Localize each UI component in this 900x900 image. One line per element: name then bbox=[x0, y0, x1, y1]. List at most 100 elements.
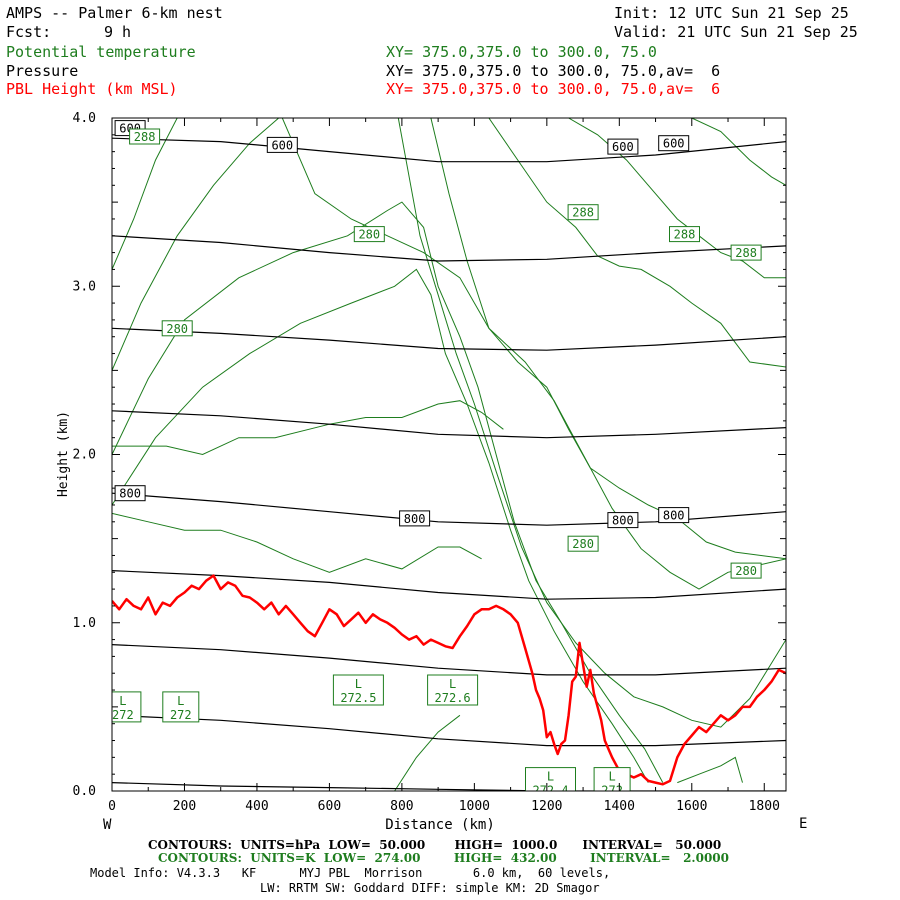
theta-label-0-text: 288 bbox=[134, 130, 156, 144]
footer-model-info: Model Info: V4.3.3 KF MYJ PBL Morrison 6… bbox=[90, 866, 611, 880]
footer-pressure-contours: CONTOURS: UNITS=hPa LOW= 50.000 HIGH= 10… bbox=[148, 838, 722, 852]
isobar-7 bbox=[112, 714, 786, 747]
theta-label-7-box bbox=[730, 562, 762, 579]
field-pressure-xy: XY= 375.0,375.0 to 300.0, 75.0,av= 6 bbox=[386, 62, 721, 80]
isobar-0 bbox=[112, 137, 786, 163]
isobar-label-4-text: 800 bbox=[119, 487, 141, 501]
y-tick-label-3: 3.0 bbox=[73, 279, 96, 294]
theta-label-4-box bbox=[730, 244, 762, 261]
fcst-label: Fcst: bbox=[6, 23, 52, 41]
x-end-label: E bbox=[799, 816, 807, 832]
isobar-label-7-text: 800 bbox=[663, 509, 685, 523]
low-marker-box bbox=[525, 767, 576, 791]
field-theta-name: Potential temperature bbox=[6, 43, 196, 61]
low-marker-box bbox=[593, 767, 631, 791]
low-marker-value: 272.5 bbox=[340, 691, 376, 705]
theta-label-2: 288 bbox=[567, 204, 599, 221]
isobar-label-1-text: 600 bbox=[271, 138, 293, 152]
x-tick-label-9: 1800 bbox=[749, 799, 780, 814]
low-marker-letter: L bbox=[355, 677, 362, 691]
theta-contour-9 bbox=[488, 118, 786, 368]
pressure-isobars bbox=[112, 137, 786, 791]
theta-label-1: 280 bbox=[353, 226, 385, 243]
low-marker-letter: L bbox=[547, 770, 554, 784]
isobar-8 bbox=[112, 782, 786, 791]
theta-label-7: 280 bbox=[730, 562, 762, 579]
isobar-label-2-box bbox=[607, 138, 639, 155]
theta-contour-12 bbox=[394, 714, 461, 791]
isobar-label-7: 800 bbox=[658, 507, 690, 524]
isobar-label-1: 600 bbox=[266, 136, 298, 153]
x-tick-label-0: 0 bbox=[108, 799, 116, 814]
fcst-value: 9 h bbox=[104, 23, 132, 41]
theta-label-4-text: 288 bbox=[735, 246, 757, 260]
low-marker-box bbox=[162, 691, 200, 723]
field-pbl-xy: XY= 375.0,375.0 to 300.0, 75.0,av= 6 bbox=[386, 80, 721, 98]
y-tick-label-1: 1.0 bbox=[73, 616, 96, 631]
theta-label-6-text: 280 bbox=[572, 537, 594, 551]
isobar-2 bbox=[112, 327, 786, 351]
isobar-label-7-box bbox=[658, 507, 690, 524]
y-axis-label: Height (km) bbox=[56, 411, 71, 497]
theta-contour-3 bbox=[112, 268, 649, 783]
low-marker-letter: L bbox=[608, 770, 615, 784]
low-marker-value: 272.4 bbox=[532, 784, 568, 798]
x-tick-label-6: 1200 bbox=[531, 799, 562, 814]
theta-contour-7 bbox=[397, 118, 786, 728]
isobar-label-3-box bbox=[658, 135, 690, 152]
theta-label-2-box bbox=[567, 204, 599, 221]
theta-label-3-text: 288 bbox=[674, 228, 696, 242]
isobar-label-5-box bbox=[399, 510, 431, 527]
x-tick-label-3: 600 bbox=[318, 799, 341, 814]
isobar-label-5-text: 800 bbox=[404, 512, 426, 526]
theta-label-6: 280 bbox=[567, 535, 599, 552]
chart-title: AMPS -- Palmer 6-km nest bbox=[6, 4, 223, 22]
theta-contour-5 bbox=[112, 400, 504, 456]
theta-label-3: 288 bbox=[669, 226, 700, 243]
isobar-label-2: 600 bbox=[607, 138, 639, 155]
isobar-1 bbox=[112, 235, 786, 262]
y-tick-label-2: 2.0 bbox=[73, 448, 96, 463]
x-tick-label-4: 800 bbox=[390, 799, 413, 814]
isobar-label-4-box bbox=[114, 485, 146, 502]
field-pbl-name: PBL Height (km MSL) bbox=[6, 80, 178, 98]
theta-label-1-text: 280 bbox=[358, 228, 380, 242]
theta-label-3-box bbox=[669, 226, 700, 243]
init-time: Init: 12 UTC Sun 21 Sep 25 bbox=[614, 4, 849, 22]
isobar-4 bbox=[112, 492, 786, 526]
footer-model-info-2: LW: RRTM SW: Goddard DIFF: simple KM: 2D… bbox=[260, 881, 600, 895]
theta-label-5-text: 280 bbox=[166, 322, 188, 336]
low-marker-letter: L bbox=[119, 694, 126, 708]
isobar-label-2-text: 600 bbox=[612, 140, 634, 154]
theta-label-0: 288 bbox=[129, 128, 161, 145]
x-tick-label-8: 1600 bbox=[676, 799, 707, 814]
contour-labels: 6006006006008008008008002882802882882882… bbox=[112, 120, 762, 798]
theta-contour-1 bbox=[112, 118, 280, 371]
pbl-height-line bbox=[112, 574, 786, 786]
isobar-label-4: 800 bbox=[114, 485, 146, 502]
x-start-label: W bbox=[103, 817, 112, 833]
isobar-5 bbox=[112, 570, 786, 600]
isobar-label-6-text: 800 bbox=[612, 514, 634, 528]
x-tick-label-2: 400 bbox=[245, 799, 268, 814]
theta-contours bbox=[112, 118, 786, 791]
low-marker-value: 272 bbox=[601, 784, 623, 798]
theta-contour-8 bbox=[430, 118, 786, 560]
axes: 0 200 400 600 800 1000 1200 1400 1600 1800 0.0 1.0 2… bbox=[73, 111, 786, 814]
low-marker-value: 272 bbox=[112, 708, 134, 722]
theta-label-0-box bbox=[129, 128, 161, 145]
theta-label-7-text: 280 bbox=[735, 564, 757, 578]
theta-label-5-box bbox=[161, 320, 193, 337]
isobar-label-3-text: 600 bbox=[663, 137, 685, 151]
theta-label-2-text: 288 bbox=[572, 206, 594, 220]
theta-contour-11 bbox=[691, 118, 786, 186]
field-pressure-name: Pressure bbox=[6, 62, 79, 80]
pbl-height-series bbox=[112, 574, 786, 786]
isobar-label-3: 600 bbox=[658, 135, 690, 152]
